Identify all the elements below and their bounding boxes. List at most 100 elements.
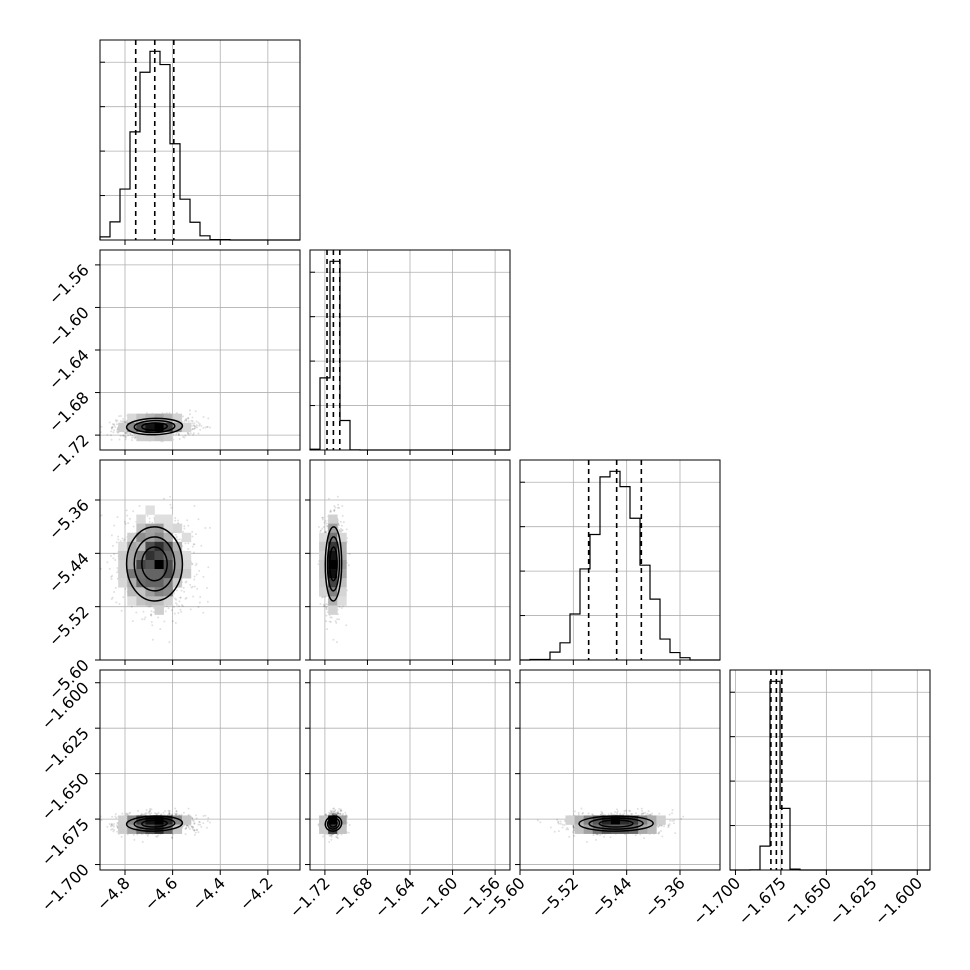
sample-point [111, 815, 114, 818]
panel-3-0: −4.8 −4.6 −4.4 −4.2−1.700−1.675−1.650−1.625… [38, 669, 301, 915]
sample-point [319, 530, 322, 533]
sample-point [164, 610, 167, 613]
sample-point [191, 535, 194, 538]
sample-point [175, 412, 178, 415]
sample-point [179, 596, 182, 599]
y-tick-label: −1.64 [45, 345, 93, 393]
sample-point [174, 621, 177, 624]
sample-point [192, 433, 195, 436]
density-cell [136, 587, 146, 597]
sample-point [131, 436, 134, 439]
sample-point [187, 433, 190, 436]
sample-point [189, 608, 192, 611]
histogram-0 [99, 50, 300, 241]
sample-point [190, 419, 193, 422]
sample-point [209, 526, 212, 529]
sample-point [336, 618, 339, 621]
sample-point [187, 417, 190, 420]
sample-point [131, 620, 134, 623]
sample-point [170, 506, 173, 509]
sample-point [112, 830, 115, 833]
sample-point [322, 525, 325, 528]
sample-point [329, 616, 332, 619]
density-cell [154, 431, 164, 442]
sample-point [177, 605, 180, 608]
sample-point [127, 522, 130, 525]
density-cell [118, 578, 128, 588]
sample-point [109, 554, 112, 557]
sample-point [202, 415, 205, 418]
sample-point [177, 433, 180, 436]
sample-point [162, 811, 165, 814]
sample-point [194, 533, 197, 536]
sample-point [193, 422, 196, 425]
sample-point [194, 831, 197, 834]
sample-point [199, 428, 202, 431]
sample-point [121, 812, 124, 815]
sample-point [106, 825, 109, 828]
sample-point [189, 409, 192, 412]
panel-2-1 [305, 459, 511, 665]
sample-point [145, 809, 148, 812]
sample-point [335, 621, 338, 624]
sample-point [207, 417, 210, 420]
sample-point [109, 434, 112, 437]
sample-point [192, 551, 195, 554]
sample-point [187, 524, 190, 527]
sample-point [198, 601, 201, 604]
sample-point [174, 602, 177, 605]
sample-point [116, 431, 119, 434]
sample-point [100, 514, 103, 517]
sample-point [115, 541, 118, 544]
sample-point [205, 425, 208, 428]
sample-point [336, 495, 339, 498]
panel-frame [519, 459, 721, 661]
sample-point [193, 427, 196, 430]
sample-point [335, 641, 338, 644]
sample-point [207, 566, 210, 569]
sample-point [209, 426, 212, 429]
sample-point [187, 432, 190, 435]
sample-point [186, 432, 189, 435]
sample-point [198, 821, 201, 824]
sample-point [174, 517, 177, 520]
sample-point [113, 423, 116, 426]
density-cell [181, 560, 192, 570]
sample-point [133, 433, 136, 436]
sample-point [144, 616, 147, 619]
sample-point [322, 603, 325, 606]
sample-point [116, 516, 119, 519]
sample-point [321, 518, 324, 521]
sample-point [322, 516, 325, 519]
density-cell [163, 514, 174, 524]
sample-point [174, 807, 177, 810]
sample-point [185, 580, 188, 583]
sample-point [187, 420, 190, 423]
sample-point [116, 419, 119, 422]
sample-point [340, 524, 343, 527]
density-cell [181, 569, 192, 579]
sample-point [114, 586, 117, 589]
sample-point [182, 435, 185, 438]
sample-point [185, 417, 188, 420]
panel-2-2 [519, 459, 721, 665]
sample-point [132, 833, 135, 836]
sample-point [189, 583, 192, 586]
sample-point [341, 514, 344, 517]
sample-point [193, 575, 196, 578]
density-cell [163, 560, 174, 570]
sample-point [141, 618, 144, 621]
sample-point [116, 571, 119, 574]
sample-point [111, 426, 114, 429]
sample-point [108, 567, 111, 570]
sample-point [157, 616, 160, 619]
sample-point [342, 521, 345, 524]
sample-point [180, 604, 183, 607]
y-tick-label: −5.52 [45, 602, 93, 650]
sample-point [141, 840, 144, 843]
sample-point [182, 530, 185, 533]
sample-point [175, 598, 178, 601]
sample-point [319, 602, 322, 605]
sample-point [124, 431, 127, 434]
